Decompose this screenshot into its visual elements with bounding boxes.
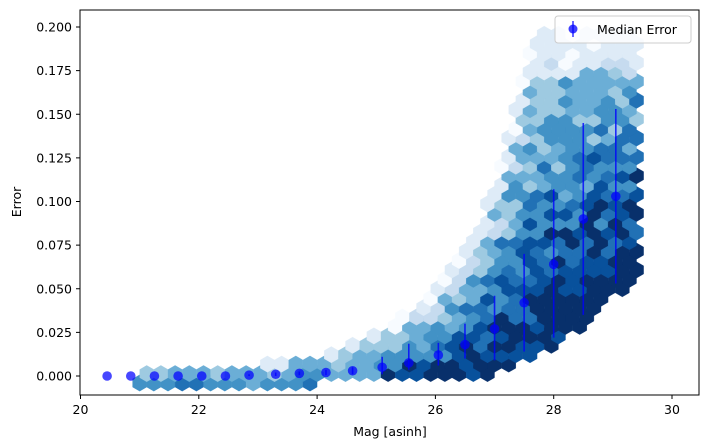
y-tick-label: 0.000 xyxy=(36,369,72,384)
median-error-point xyxy=(244,370,254,380)
y-tick-label: 0.025 xyxy=(36,325,72,340)
x-tick-label: 20 xyxy=(73,402,89,417)
median-error-point xyxy=(548,259,559,270)
y-tick-label: 0.050 xyxy=(36,281,72,296)
median-error-series xyxy=(102,109,621,381)
median-error-point xyxy=(433,350,444,360)
y-tick-label: 0.175 xyxy=(36,63,72,78)
median-error-point xyxy=(578,214,589,224)
median-error-point xyxy=(321,367,331,378)
y-tick-label: 0.125 xyxy=(36,150,72,165)
x-tick-label: 24 xyxy=(309,402,325,417)
median-error-point xyxy=(196,371,207,381)
x-tick-label: 26 xyxy=(427,402,443,417)
legend-label-median-error: Median Error xyxy=(597,22,678,37)
median-error-point xyxy=(294,368,305,379)
median-error-point xyxy=(460,339,470,350)
legend: Median Error xyxy=(554,15,692,44)
x-axis: 20 22 24 26 28 30 xyxy=(73,395,680,417)
x-tick-label: 28 xyxy=(546,402,562,417)
median-error-point xyxy=(611,191,621,202)
legend-marker-icon xyxy=(568,24,578,34)
y-tick-label: 0.075 xyxy=(36,238,72,253)
median-error-point xyxy=(519,297,529,308)
median-error-point xyxy=(377,362,387,373)
x-tick-label: 22 xyxy=(191,402,207,417)
median-error-point xyxy=(125,371,136,381)
median-error-point xyxy=(489,324,500,334)
median-error-point xyxy=(149,371,160,381)
x-tick-label: 30 xyxy=(664,402,680,417)
median-error-point xyxy=(102,371,112,381)
y-tick-label: 0.100 xyxy=(36,194,72,209)
median-error-point xyxy=(270,369,281,380)
plot-frame xyxy=(79,9,700,396)
median-error-point xyxy=(347,365,358,376)
y-axis-label: Error xyxy=(9,186,24,217)
median-error-point xyxy=(403,358,414,368)
y-tick-label: 0.150 xyxy=(36,107,72,122)
median-error-point xyxy=(220,371,231,381)
legend-box xyxy=(554,15,692,44)
y-tick-label: 0.200 xyxy=(36,20,72,35)
y-axis: 0.000 0.025 0.050 0.075 0.100 0.125 0.150 0.175… xyxy=(36,20,80,384)
x-axis-label: Mag [asinh] xyxy=(353,424,427,439)
median-error-point xyxy=(173,371,183,381)
